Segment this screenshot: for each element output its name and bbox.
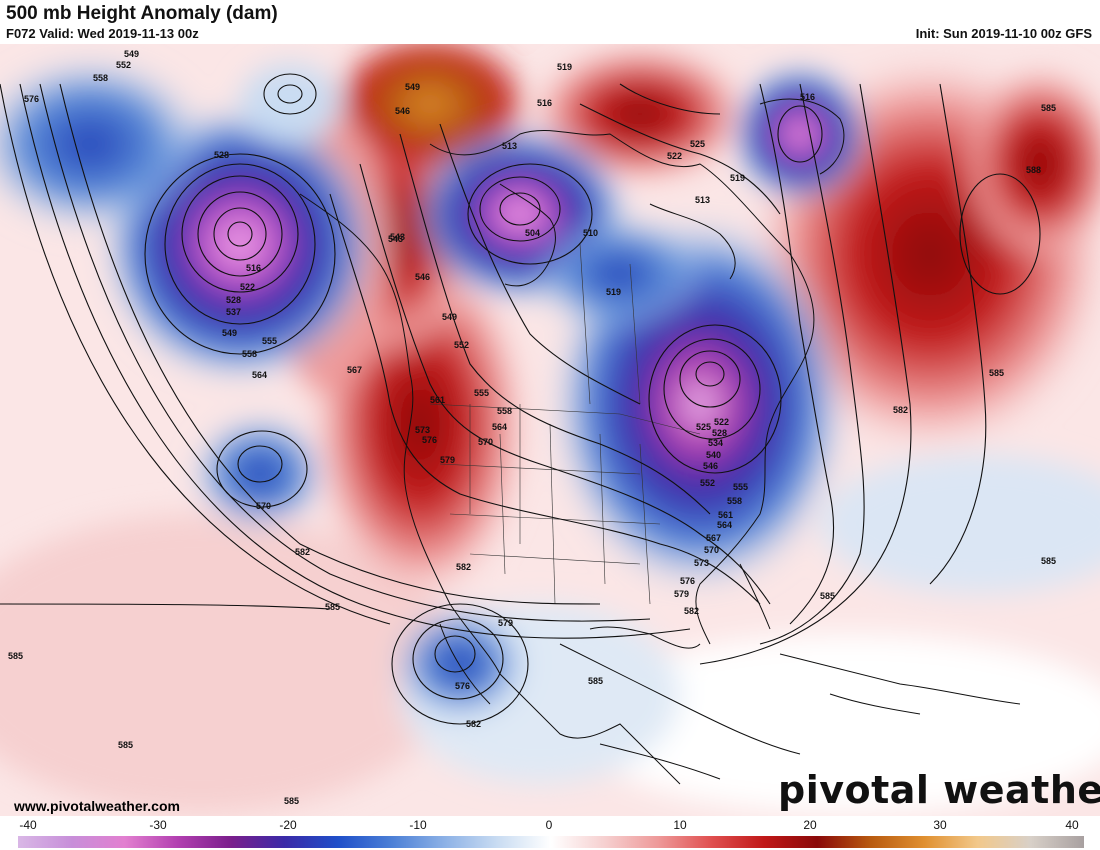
contour-label: 522 — [667, 151, 682, 161]
contour-label: 528 — [226, 295, 241, 305]
contour-label: 549 — [405, 82, 420, 92]
contour-label: 558 — [727, 496, 742, 506]
contour-label: 582 — [893, 405, 908, 415]
contour-label: 585 — [118, 740, 133, 750]
colorbar-tick: -20 — [279, 818, 297, 832]
contour-label: 552 — [116, 60, 131, 70]
contour-label: 510 — [583, 228, 598, 238]
contour-label: 564 — [492, 422, 507, 432]
contour-label: 582 — [684, 606, 699, 616]
contour-label: 525 — [690, 139, 705, 149]
colorbar-tick: 0 — [545, 818, 553, 832]
contour-label: 558 — [497, 406, 512, 416]
contour-label: 549 — [222, 328, 237, 338]
contour-label: 585 — [8, 651, 23, 661]
init-time: Init: Sun 2019-11-10 00z GFS — [915, 26, 1092, 41]
contour-label: 582 — [295, 547, 310, 557]
contour-label: 564 — [717, 520, 732, 530]
contour-label: 555 — [474, 388, 489, 398]
contour-label: 549 — [124, 49, 139, 59]
contour-label: 555 — [733, 482, 748, 492]
contour-label: 528 — [214, 150, 229, 160]
map-header: 500 mb Height Anomaly (dam) F072 Valid: … — [0, 0, 1100, 44]
contour-label: 522 — [714, 417, 729, 427]
contour-label: 525 — [696, 422, 711, 432]
contour-label: 576 — [422, 435, 437, 445]
contour-label: 558 — [242, 349, 257, 359]
contour-label: 576 — [24, 94, 39, 104]
contour-label: 588 — [1026, 165, 1041, 175]
colorbar-tick: 40 — [1065, 818, 1079, 832]
contour-label: 540 — [706, 450, 721, 460]
contour-label: 585 — [284, 796, 299, 806]
contour-label: 516 — [800, 92, 815, 102]
contour-label: 585 — [1041, 103, 1056, 113]
weather-map: 549 552 558 576 528 516 522 528 537 549 … — [0, 34, 1100, 816]
contour-label: 552 — [454, 340, 469, 350]
height-contours — [0, 73, 1041, 725]
contour-label: 516 — [246, 263, 261, 273]
contour-label: 573 — [694, 558, 709, 568]
contour-label: 585 — [588, 676, 603, 686]
contour-label: 552 — [700, 478, 715, 488]
contour-label: 537 — [226, 307, 241, 317]
anomaly-shading — [0, 34, 1100, 814]
contour-label: 546 — [395, 106, 410, 116]
map-title: 500 mb Height Anomaly (dam) — [6, 3, 278, 24]
colorbar-ticks: -40 -30 -20 -10 0 10 20 30 40 — [0, 818, 1100, 834]
contour-label: 519 — [557, 62, 572, 72]
contour-label: 519 — [606, 287, 621, 297]
contour-label: 564 — [252, 370, 267, 380]
contour-label: 579 — [498, 618, 513, 628]
contour-label: 561 — [430, 395, 445, 405]
contour-label: 570 — [704, 545, 719, 555]
contour-label: 579 — [440, 455, 455, 465]
contour-label: 585 — [820, 591, 835, 601]
contour-label: 585 — [1041, 556, 1056, 566]
contour-label: 576 — [680, 576, 695, 586]
contour-label: 543 — [388, 234, 403, 244]
contour-label: 519 — [730, 173, 745, 183]
contour-label: 555 — [262, 336, 277, 346]
contour-label: 561 — [718, 510, 733, 520]
colorbar-tick: 30 — [933, 818, 947, 832]
colorbar-tick: -10 — [409, 818, 427, 832]
contour-label: 576 — [455, 681, 470, 691]
contour-label: 567 — [706, 533, 721, 543]
contour-label: 570 — [478, 437, 493, 447]
brand-logo: pivotal weather — [778, 768, 1100, 812]
website-url: www.pivotalweather.com — [14, 798, 180, 814]
contour-label: 582 — [456, 562, 471, 572]
colorbar-tick: 20 — [803, 818, 817, 832]
contour-label: 585 — [325, 602, 340, 612]
contour-label: 504 — [525, 228, 540, 238]
contour-label: 579 — [674, 589, 689, 599]
colorbar-tick: 10 — [673, 818, 687, 832]
contour-label: 582 — [466, 719, 481, 729]
colorbar-tick: -30 — [149, 818, 167, 832]
contour-label: 522 — [240, 282, 255, 292]
contour-label: 528 — [712, 428, 727, 438]
contour-labels: 549 552 558 576 528 516 522 528 537 549 … — [8, 49, 1056, 806]
contour-label: 534 — [708, 438, 723, 448]
contour-label: 570 — [256, 501, 271, 511]
map-svg: 549 552 558 576 528 516 522 528 537 549 … — [0, 34, 1100, 816]
contour-label: 585 — [989, 368, 1004, 378]
valid-time: F072 Valid: Wed 2019-11-13 00z — [6, 26, 199, 41]
contour-label: 546 — [703, 461, 718, 471]
contour-label: 513 — [502, 141, 517, 151]
colorbar-tick: -40 — [19, 818, 37, 832]
contour-label: 549 — [442, 312, 457, 322]
contour-label: 573 — [415, 425, 430, 435]
contour-label: 516 — [537, 98, 552, 108]
contour-label: 558 — [93, 73, 108, 83]
contour-label: 543 — [390, 232, 405, 242]
contour-label: 546 — [415, 272, 430, 282]
contour-label: 513 — [695, 195, 710, 205]
contour-label: 567 — [347, 365, 362, 375]
colorbar — [18, 836, 1084, 848]
coastlines — [299, 98, 1021, 785]
